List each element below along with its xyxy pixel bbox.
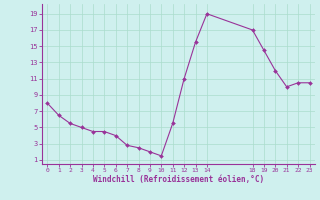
X-axis label: Windchill (Refroidissement éolien,°C): Windchill (Refroidissement éolien,°C) [93,175,264,184]
